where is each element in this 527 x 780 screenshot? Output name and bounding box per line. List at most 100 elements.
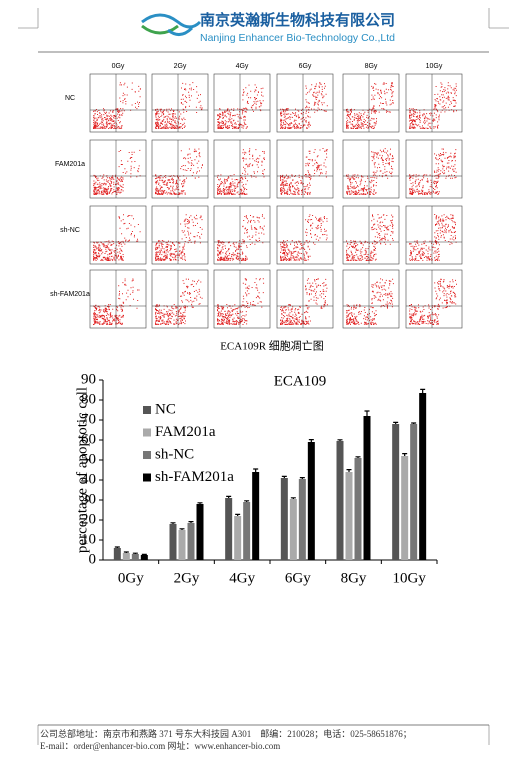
bar xyxy=(345,472,353,560)
y-tick-label: 80 xyxy=(81,391,96,407)
error-bar xyxy=(308,439,314,442)
bar xyxy=(178,530,186,560)
footer-contact: E-mail：order@enhancer-bio.com 网址：www.enh… xyxy=(40,740,280,751)
error-bar xyxy=(123,551,129,553)
dots xyxy=(93,149,141,195)
y-tick-label: 40 xyxy=(81,471,96,487)
bar xyxy=(336,441,344,560)
legend-swatch xyxy=(143,428,151,437)
bar xyxy=(113,548,121,560)
column-label: 8Gy xyxy=(365,63,378,70)
error-bar xyxy=(179,528,185,530)
dots xyxy=(217,214,265,261)
legend-label: NC xyxy=(155,401,176,417)
dots xyxy=(93,82,141,129)
row-label: FAM201a xyxy=(55,161,85,168)
error-bar xyxy=(188,521,194,523)
x-tick-label: 0Gy xyxy=(118,570,144,586)
panel xyxy=(151,205,209,265)
panel xyxy=(405,205,463,265)
legend-swatch xyxy=(143,473,151,482)
figure-caption: ECA109R 细胞凋亡图 xyxy=(220,339,324,353)
dots xyxy=(409,82,457,129)
column-label: 4Gy xyxy=(236,63,249,70)
bar xyxy=(169,524,177,560)
error-bar xyxy=(402,453,408,456)
bar xyxy=(122,553,130,560)
crop-marks xyxy=(18,8,509,745)
legend-label: sh-FAM201a xyxy=(155,469,234,485)
error-bar xyxy=(299,477,305,479)
x-tick-label: 6Gy xyxy=(285,570,311,586)
x-tick-label: 8Gy xyxy=(341,570,367,586)
error-bar xyxy=(337,439,343,441)
error-bar xyxy=(281,475,287,478)
bar xyxy=(363,416,371,560)
column-label: 10Gy xyxy=(426,63,443,70)
legend-label: sh-NC xyxy=(155,446,194,462)
panel xyxy=(276,269,334,329)
dots xyxy=(155,82,203,129)
panel xyxy=(213,205,271,265)
error-bar xyxy=(290,497,296,499)
y-axis-label: percentage of apoptotic cell xyxy=(74,387,90,553)
footer-address: 公司总部地址：南京市和燕路 371 号东大科技园 A301 邮编：210028；… xyxy=(40,728,412,739)
bar xyxy=(252,472,260,560)
bar xyxy=(225,498,233,560)
legend-swatch xyxy=(143,451,151,459)
error-bar xyxy=(420,388,426,393)
dots xyxy=(280,82,328,129)
panel xyxy=(276,139,334,199)
error-bar xyxy=(364,410,370,416)
error-bar xyxy=(235,513,241,516)
x-tick-label: 10Gy xyxy=(392,570,426,586)
bar xyxy=(289,499,297,560)
dots xyxy=(409,278,457,325)
column-label: 6Gy xyxy=(299,63,312,70)
row-label: sh-FAM201a xyxy=(50,291,90,298)
error-bar xyxy=(411,422,417,424)
y-tick-label: 90 xyxy=(81,371,96,387)
x-tick-label: 2Gy xyxy=(174,570,200,586)
bar xyxy=(410,424,418,560)
bar xyxy=(280,478,288,560)
bar xyxy=(234,516,242,560)
error-bar xyxy=(253,468,259,472)
column-label: 2Gy xyxy=(174,63,187,70)
error-bar xyxy=(197,502,203,504)
error-bar xyxy=(114,546,120,548)
dots xyxy=(346,82,394,129)
bar xyxy=(419,393,427,560)
bar xyxy=(187,523,195,560)
y-tick-label: 20 xyxy=(81,511,96,527)
bar xyxy=(307,442,315,560)
error-bar xyxy=(132,552,138,554)
y-tick-label: 60 xyxy=(81,431,96,447)
dots xyxy=(155,148,203,195)
row-label: sh-NC xyxy=(60,227,80,234)
panel xyxy=(405,269,463,329)
row-label: NC xyxy=(65,95,75,102)
company-en: Nanjing Enhancer Bio-Technology Co.,Ltd xyxy=(200,32,395,44)
y-tick-label: 30 xyxy=(81,491,96,507)
dots xyxy=(409,214,457,261)
panel xyxy=(276,205,334,265)
panel xyxy=(89,269,147,329)
panel xyxy=(151,139,209,199)
bar xyxy=(392,424,400,560)
bar xyxy=(131,554,139,560)
legend-label: FAM201a xyxy=(155,424,216,440)
panel xyxy=(89,205,147,265)
chart-title: ECA109 xyxy=(274,373,327,389)
bar xyxy=(298,479,306,560)
panel xyxy=(405,139,463,199)
bar xyxy=(196,504,204,560)
logo xyxy=(141,13,202,36)
y-tick-label: 10 xyxy=(81,531,96,547)
error-bar xyxy=(226,495,232,498)
panel xyxy=(89,73,147,133)
flow-figure: 0Gy 2Gy 4Gy 6Gy 8Gy 10Gy NC FAM201a sh-NC sh-FAM2… xyxy=(50,63,463,329)
error-bar xyxy=(244,500,250,502)
company-cn: 南京英瀚斯生物科技有限公司 xyxy=(200,11,395,29)
